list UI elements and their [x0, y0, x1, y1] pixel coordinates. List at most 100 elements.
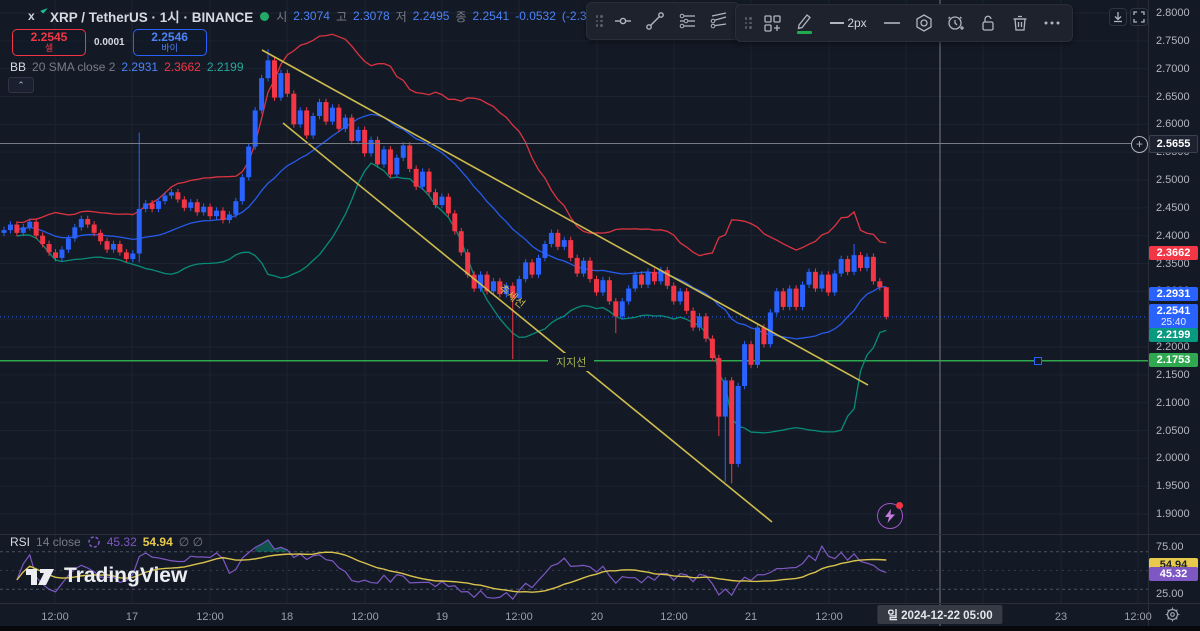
rsi-name: RSI: [10, 535, 31, 549]
delete-trash-icon[interactable]: [1004, 8, 1036, 38]
price-tick-label: 2.1000: [1156, 396, 1190, 409]
lock-icon[interactable]: [972, 8, 1004, 38]
drawing-properties-toolbar: 2px: [735, 4, 1073, 42]
time-tick-label: 19: [435, 611, 449, 623]
line-tools-toolbar: [586, 2, 740, 40]
crosshair-time-badge: 일 2024-12-22 05:00: [877, 605, 1003, 624]
close-value: 2.2541: [472, 9, 510, 23]
price-tick-label: 2.4500: [1156, 201, 1190, 214]
rsi-ma-value: 54.94: [142, 535, 173, 549]
rsi-value: 45.32: [106, 535, 137, 549]
line-style-button[interactable]: [876, 8, 908, 38]
parallel-lines-tool-icon[interactable]: [671, 6, 703, 36]
toolbar-drag-handle[interactable]: [594, 8, 604, 34]
buy-label: 바이: [161, 42, 178, 53]
sell-label: 셀: [44, 42, 54, 53]
price-tick-label: 2.0000: [1156, 452, 1190, 465]
tradingview-wordmark: TradingView: [64, 564, 188, 587]
symbol-title[interactable]: XRP / TetherUS · 1시 · BINANCE: [50, 10, 254, 25]
add-alert-icon[interactable]: [940, 8, 972, 38]
color-pencil-icon[interactable]: [788, 8, 820, 38]
horizontal-line-tool-icon[interactable]: [607, 6, 639, 36]
time-tick-label: 17: [125, 611, 139, 623]
download-button[interactable]: [1109, 8, 1127, 26]
price-tick-label: 2.2000: [1156, 341, 1190, 353]
line-width-button[interactable]: 2px: [820, 8, 876, 38]
price-badge: 2.2931: [1149, 287, 1198, 302]
symbol-header: x XRP / TetherUS · 1시 · BINANCE 시 2.3074 …: [28, 5, 608, 26]
rsi-params: 14 close: [36, 535, 81, 549]
price-tick-label: 2.3500: [1156, 257, 1190, 270]
properties-toolbar-drag-handle[interactable]: [743, 10, 753, 36]
price-tick-label: 2.5000: [1156, 174, 1190, 186]
support-line-handle[interactable]: [1034, 357, 1042, 365]
crosshair-add-alert-icon[interactable]: +: [1131, 136, 1148, 153]
bb-name: BB: [10, 60, 27, 74]
collapse-panel-button[interactable]: ⌃: [8, 77, 34, 93]
high-value: 2.3078: [353, 9, 390, 23]
rsi-extra-values: ∅ ∅: [178, 535, 204, 549]
time-tick-label: 18: [280, 611, 294, 623]
rsi-tick-label: 25.00: [1156, 588, 1184, 600]
open-value: 2.3074: [293, 9, 330, 23]
change-value: -0.0532: [515, 9, 556, 23]
price-tick-label: 1.9000: [1156, 508, 1190, 520]
time-tick-label: 20: [590, 611, 604, 623]
bb-indicator-row[interactable]: BB 20 SMA close 2 2.2931 2.3662 2.2199: [10, 60, 244, 74]
bb-upper-value: 2.3662: [164, 60, 201, 74]
line-width-value: 2px: [847, 16, 867, 30]
rsi-indicator-row[interactable]: RSI 14 close 45.32 54.94 ∅ ∅: [10, 535, 203, 549]
low-value: 2.2495: [412, 9, 450, 23]
price-badge: 2.3662: [1149, 246, 1198, 261]
price-tick-label: 2.1500: [1156, 368, 1190, 381]
time-tick-label: 12:00: [41, 611, 69, 623]
bb-lower-value: 2.2199: [206, 60, 244, 74]
price-badge: 2.2199: [1149, 327, 1198, 342]
open-label: 시: [276, 9, 288, 24]
crosshair-price-badge: 2.5655: [1149, 134, 1198, 153]
trade-panel: 2.2545 셀 0.0001 2.2546 바이: [12, 29, 207, 56]
price-tick-label: 2.4000: [1156, 229, 1190, 242]
time-tick-label: 12:00: [815, 611, 843, 623]
more-options-icon[interactable]: [1036, 8, 1068, 38]
countdown-timer: 25:40: [1160, 316, 1187, 328]
xrp-symbol-icon: x: [28, 5, 48, 24]
time-tick-label: 23: [1054, 611, 1068, 623]
settings-hexagon-icon[interactable]: [908, 8, 940, 38]
rsi-badge: 45.32: [1149, 566, 1198, 581]
low-label: 저: [395, 9, 407, 24]
high-label: 고: [335, 9, 347, 24]
buy-button[interactable]: 2.2546 바이: [132, 29, 207, 56]
time-tick-label: 12:00: [1124, 611, 1152, 623]
tradingview-mark-icon: [26, 569, 54, 585]
fullscreen-button[interactable]: [1130, 8, 1148, 26]
price-tick-label: 2.6500: [1156, 90, 1190, 103]
time-tick-label: 21: [744, 611, 758, 623]
bb-basis-value: 2.2931: [121, 60, 159, 74]
support-line-label[interactable]: 지지선: [548, 353, 595, 371]
flash-boost-button[interactable]: [877, 502, 903, 529]
buy-price: 2.2546: [151, 29, 188, 44]
time-tick-label: 12:00: [196, 611, 224, 623]
sell-button[interactable]: 2.2545 셀: [12, 29, 86, 56]
trend-line-tool-icon[interactable]: [639, 6, 671, 36]
bb-params: 20 SMA close 2: [32, 60, 116, 74]
price-tick-label: 1.9500: [1156, 480, 1190, 493]
close-label: 종: [455, 9, 467, 24]
spread-value: 0.0001: [94, 37, 125, 48]
price-badge: 2.2541 25:40: [1149, 303, 1198, 329]
price-tick-label: 2.6000: [1156, 118, 1190, 131]
price-badge: 2.1753: [1149, 352, 1198, 367]
time-tick-label: 12:00: [660, 611, 688, 623]
rsi-tick-label: 75.00: [1156, 541, 1184, 553]
market-open-dot-icon: [260, 11, 270, 21]
template-grid-icon[interactable]: [756, 8, 788, 38]
tradingview-logo[interactable]: TradingView: [26, 564, 187, 588]
price-tick-label: 2.7000: [1156, 62, 1190, 75]
lightning-icon: [885, 509, 895, 523]
polyline-tool-icon[interactable]: [703, 6, 735, 36]
time-axis-settings-gear-icon[interactable]: [1164, 606, 1181, 628]
ohlc-row: 시 2.3074 고 2.3078 저 2.2495 종 2.2541 -0.0532 …: [276, 8, 608, 25]
